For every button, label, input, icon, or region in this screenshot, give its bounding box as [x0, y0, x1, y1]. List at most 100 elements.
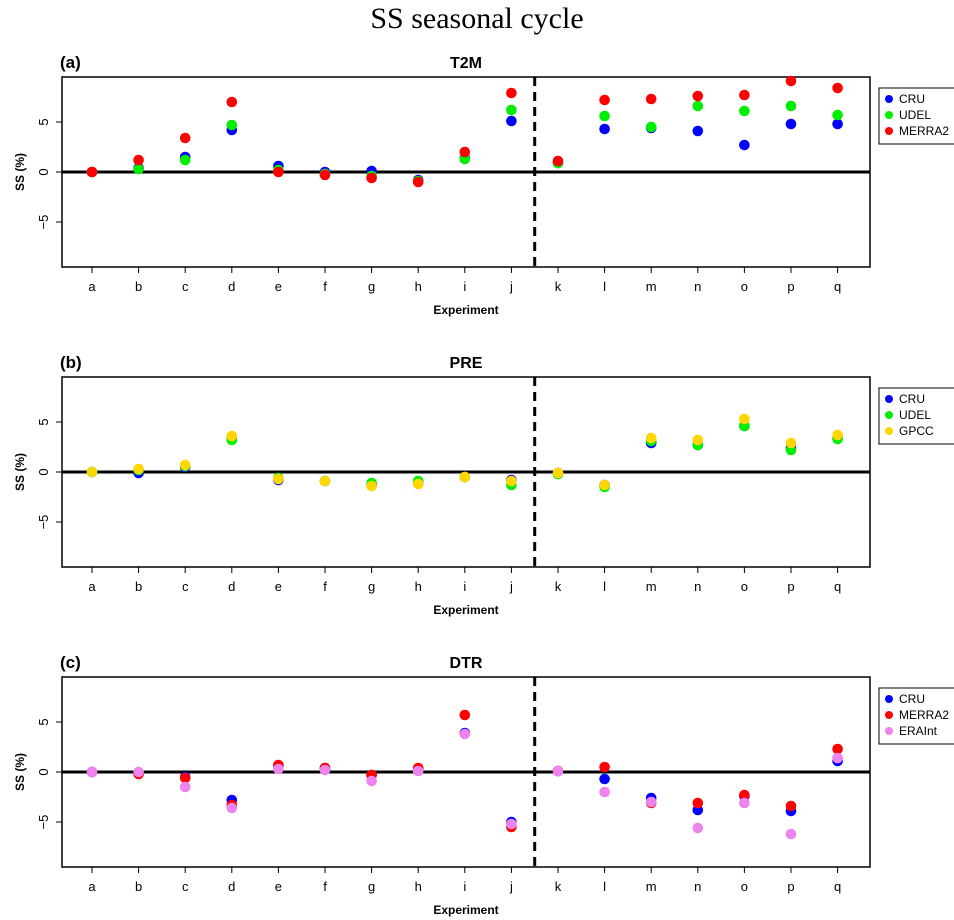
panel-c-legend-label-eraint: ERAInt: [899, 724, 938, 738]
panel-c-xlabel: Experiment: [433, 903, 498, 917]
panel-c-legend-marker-merra2: [885, 711, 893, 719]
panel-a-xtick-label: k: [555, 279, 562, 294]
panel-a-point-cru: [506, 115, 517, 127]
panel-b-point-gpcc: [226, 430, 238, 442]
panel-c-xtick-label: e: [275, 879, 282, 894]
panel-c-point-merra2: [692, 797, 704, 809]
panel-c-point-eraint: [179, 781, 191, 793]
panel-b-xtick-label: o: [741, 579, 748, 594]
panel-b-xtick-label: g: [368, 579, 375, 594]
panel-a-point-cru: [599, 123, 610, 135]
panel-c-label: (c): [60, 653, 81, 672]
panel-a-xtick-label: e: [275, 279, 282, 294]
panel-a-xtick-label: l: [603, 279, 606, 294]
panel-b-legend-label-udel: UDEL: [899, 408, 931, 422]
panel-a-ytick-label: 0: [36, 168, 51, 175]
panel-b-xtick-label: m: [646, 579, 657, 594]
panel-c-xtick-label: c: [182, 879, 189, 894]
panel-c-point-merra2: [599, 761, 610, 773]
panel-a-point-merra2: [412, 176, 424, 188]
panel-b-xtick-label: i: [463, 579, 466, 594]
panel-c-xtick-label: p: [787, 879, 794, 894]
panel-a-point-merra2: [366, 172, 377, 184]
panel-a-point-merra2: [832, 82, 843, 94]
panel-c-xtick-label: f: [323, 879, 327, 894]
panel-b-legend-marker-udel: [885, 411, 893, 419]
panel-c-point-merra2: [739, 789, 750, 801]
panel-b-point-gpcc: [412, 478, 424, 490]
panel-b-xtick-label: n: [694, 579, 701, 594]
panel-b-point-gpcc: [599, 479, 610, 491]
panel-c-point-eraint: [412, 765, 424, 777]
panel-a-ytick-label: 5: [36, 118, 51, 125]
panel-b-label: (b): [60, 353, 82, 372]
panel-b-point-gpcc: [366, 480, 377, 492]
panel-a-point-udel: [645, 121, 657, 133]
panel-a-xtick-label: i: [463, 279, 466, 294]
panel-a-point-merra2: [179, 132, 191, 144]
panel-c-point-eraint: [832, 752, 843, 764]
panel-a-point-merra2: [319, 169, 331, 181]
panel-a-point-merra2: [645, 93, 657, 105]
panel-a-point-cru: [739, 139, 750, 151]
panel-b-xtick-label: l: [603, 579, 606, 594]
panel-c-ytick-label: 5: [36, 718, 51, 725]
panel-a-xlabel: Experiment: [433, 303, 498, 317]
panel-b-point-gpcc: [319, 475, 331, 487]
panel-a-point-merra2: [273, 166, 284, 178]
panel-c-point-eraint: [692, 822, 704, 834]
panel-b-legend-marker-gpcc: [885, 427, 893, 435]
panel-a-ytick-label: −5: [36, 215, 51, 230]
panel-b-point-gpcc: [785, 437, 797, 449]
panel-c-xtick-label: q: [834, 879, 841, 894]
panel-c-xtick-label: o: [741, 879, 748, 894]
panel-c-xtick-label: m: [646, 879, 657, 894]
panel-c-point-eraint: [366, 775, 377, 787]
panel-c-ytick-label: −5: [36, 815, 51, 830]
panel-a-point-merra2: [506, 87, 517, 99]
panel-a-ylabel: SS (%): [13, 153, 27, 191]
panel-b-ytick-label: 0: [36, 468, 51, 475]
panel-b-xtick-label: j: [509, 579, 513, 594]
panel-c-xtick-label: k: [555, 879, 562, 894]
panel-c-xtick-label: n: [694, 879, 701, 894]
panel-a-xtick-label: b: [135, 279, 142, 294]
panel-c-point-eraint: [459, 728, 471, 740]
panel-c-xtick-label: i: [463, 879, 466, 894]
panel-a-point-cru: [692, 125, 704, 137]
panel-a-xtick-label: o: [741, 279, 748, 294]
panel-b-point-gpcc: [552, 467, 564, 479]
panel-b-xtick-label: h: [415, 579, 422, 594]
panel-c-legend-marker-cru: [885, 695, 893, 703]
panel-c-xtick-label: d: [228, 879, 235, 894]
panel-c-ytick-label: 0: [36, 768, 51, 775]
panel-a-point-udel: [739, 105, 750, 117]
panel-c-legend-marker-eraint: [885, 727, 893, 735]
panel-a-xtick-label: g: [368, 279, 375, 294]
panel-a-point-merra2: [599, 94, 610, 106]
panel-a-legend-marker-udel: [885, 111, 893, 119]
panel-c-point-merra2: [459, 709, 471, 721]
panel-a-point-udel: [133, 163, 144, 175]
panel-a-point-cru: [832, 118, 843, 130]
panel-c-point-eraint: [506, 818, 517, 830]
panel-a-point-udel: [226, 119, 238, 131]
panel-a-legend-marker-merra2: [885, 127, 893, 135]
figure-title: SS seasonal cycle: [370, 2, 584, 35]
panel-a-point-cru: [785, 118, 797, 130]
panel-a-xtick-label: p: [787, 279, 794, 294]
panel-a-point-merra2: [785, 75, 797, 87]
panel-b-ylabel: SS (%): [13, 453, 27, 491]
panel-c-point-merra2: [179, 772, 191, 784]
panel-b-point-gpcc: [832, 429, 843, 441]
panel-b-legend-label-cru: CRU: [899, 392, 925, 406]
panel-c-point-merra2: [832, 743, 843, 755]
panel-a-label: (a): [60, 53, 81, 72]
panel-a-xtick-label: n: [694, 279, 701, 294]
panel-c-point-eraint: [599, 786, 610, 798]
panel-c-point-eraint: [552, 765, 564, 777]
panel-b-point-gpcc: [179, 459, 191, 471]
panel-a-xtick-label: c: [182, 279, 189, 294]
panel-a-xtick-label: f: [323, 279, 327, 294]
